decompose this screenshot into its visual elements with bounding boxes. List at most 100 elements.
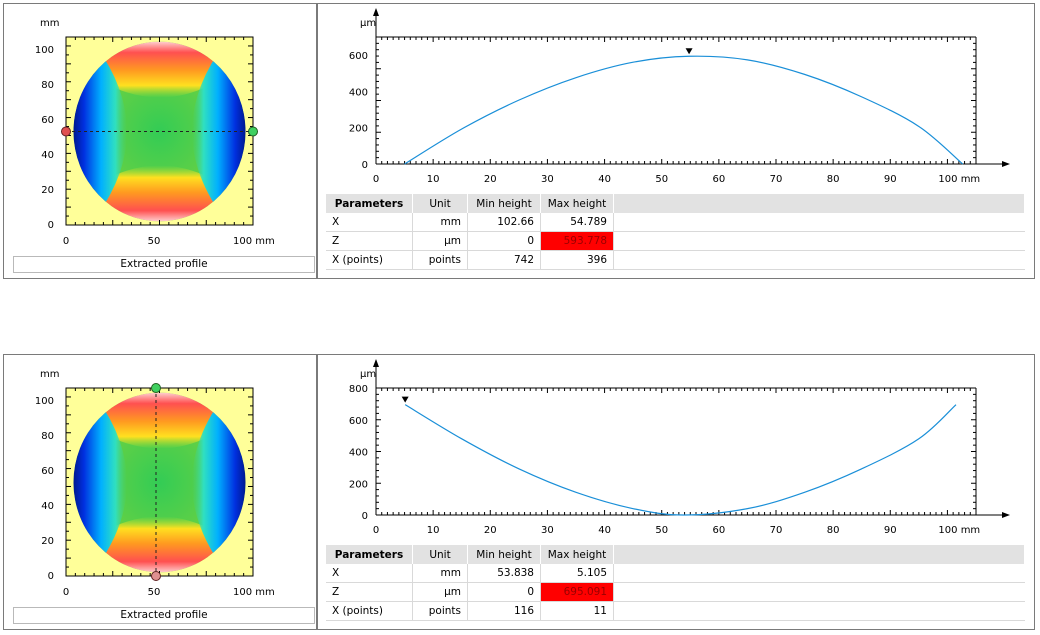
map-x-tick: 100 mm bbox=[233, 236, 275, 247]
param-max-highlight: 593.778 bbox=[540, 231, 614, 251]
param-max: 54.789 bbox=[540, 213, 614, 232]
cut-end-handle[interactable] bbox=[248, 126, 258, 137]
x-tick-label: 50 bbox=[655, 174, 668, 185]
y-axis-arrow-icon bbox=[373, 359, 379, 367]
map-y-tick: 60 bbox=[41, 115, 54, 126]
map-x-tick: 0 bbox=[63, 587, 69, 598]
y-tick-label: 800 bbox=[349, 384, 368, 395]
x-tick-label: 10 bbox=[427, 525, 440, 536]
parameters-table-2: Parameters Unit Min height Max height X … bbox=[326, 545, 1025, 621]
param-unit: µm bbox=[412, 231, 468, 251]
table-row[interactable]: Z µm 0 593.778 bbox=[326, 231, 1025, 251]
param-unit: mm bbox=[412, 213, 468, 232]
x-tick-label: 0 bbox=[373, 525, 379, 536]
x-axis-arrow-icon bbox=[1002, 161, 1010, 167]
x-tick-label: 80 bbox=[827, 174, 840, 185]
map-y-tick: 0 bbox=[48, 571, 54, 582]
param-max-highlight: 695.091 bbox=[540, 582, 614, 602]
col-unit: Unit bbox=[412, 545, 468, 564]
param-min: 0 bbox=[467, 231, 541, 251]
col-max-height: Max height bbox=[540, 194, 614, 213]
x-tick-label: 60 bbox=[712, 525, 725, 536]
profile-line bbox=[404, 404, 957, 516]
col-min-height: Min height bbox=[467, 194, 541, 213]
param-min: 0 bbox=[467, 582, 541, 602]
x-tick-label: 80 bbox=[827, 525, 840, 536]
map-x-tick: 50 bbox=[148, 587, 161, 598]
map-y-tick: 100 bbox=[35, 45, 54, 56]
chart-y-unit: µm bbox=[360, 18, 376, 29]
map-x-tick: 0 bbox=[63, 236, 69, 247]
x-tick-label: 30 bbox=[541, 525, 554, 536]
param-min: 116 bbox=[467, 601, 541, 621]
x-tick-label: 10 bbox=[427, 174, 440, 185]
x-tick-label: 90 bbox=[884, 525, 897, 536]
x-tick-label: 40 bbox=[598, 525, 611, 536]
y-tick-label: 200 bbox=[349, 124, 368, 135]
height-map-1[interactable]: mm 0 20 40 60 80 100 0 50 100 mm bbox=[4, 4, 316, 259]
table-row[interactable]: X mm 53.838 5.105 bbox=[326, 564, 1025, 583]
col-parameters: Parameters bbox=[326, 545, 413, 564]
col-empty bbox=[613, 194, 1025, 213]
table-row[interactable]: X (points) points 742 396 bbox=[326, 250, 1025, 270]
param-unit: points bbox=[412, 601, 468, 621]
param-name: X bbox=[326, 564, 413, 583]
map-y-tick: 40 bbox=[41, 501, 54, 512]
map-y-tick: 100 bbox=[35, 396, 54, 407]
parameters-table-1: Parameters Unit Min height Max height X … bbox=[326, 194, 1025, 270]
x-axis-arrow-icon bbox=[1002, 512, 1010, 518]
chart-y-unit: µm bbox=[360, 369, 376, 380]
x-tick-label: 90 bbox=[884, 174, 897, 185]
y-axis-arrow-icon bbox=[373, 8, 379, 16]
map-y-unit: mm bbox=[40, 369, 59, 380]
y-tick-label: 600 bbox=[349, 51, 368, 62]
map-x-tick: 100 mm bbox=[233, 587, 275, 598]
cut-end-handle[interactable] bbox=[151, 571, 161, 581]
col-parameters: Parameters bbox=[326, 194, 413, 213]
table-row[interactable]: X mm 102.66 54.789 bbox=[326, 213, 1025, 232]
profile-chart-1[interactable]: µm 0 10 20 30 40 50 60 70 80 90 100 mm 0 200 400 600 bbox=[318, 4, 1034, 194]
param-max: 5.105 bbox=[540, 564, 614, 583]
cut-start-handle[interactable] bbox=[61, 126, 71, 137]
param-min: 742 bbox=[467, 250, 541, 270]
y-tick-label: 400 bbox=[349, 87, 368, 98]
y-tick-label: 0 bbox=[362, 511, 368, 522]
x-tick-label: 20 bbox=[484, 525, 497, 536]
x-tick-label: 100 mm bbox=[938, 174, 980, 185]
x-tick-label: 70 bbox=[770, 525, 783, 536]
x-tick-label: 60 bbox=[712, 174, 725, 185]
map-y-tick: 20 bbox=[41, 185, 54, 196]
col-unit: Unit bbox=[412, 194, 468, 213]
cut-start-handle[interactable] bbox=[151, 383, 161, 393]
extracted-profile-caption: Extracted profile bbox=[13, 256, 315, 273]
map-y-tick: 80 bbox=[41, 80, 54, 91]
extracted-profile-caption: Extracted profile bbox=[13, 607, 315, 624]
param-name: Z bbox=[326, 582, 413, 602]
map-y-tick: 20 bbox=[41, 536, 54, 547]
map-y-tick: 60 bbox=[41, 466, 54, 477]
x-tick-label: 70 bbox=[770, 174, 783, 185]
param-unit: µm bbox=[412, 582, 468, 602]
profile-panel-2: µm 0 10 20 30 40 50 60 70 80 90 100 mm 0 200 400 600 80… bbox=[317, 354, 1035, 630]
y-tick-label: 200 bbox=[349, 479, 368, 490]
map-y-unit: mm bbox=[40, 18, 59, 29]
max-marker-icon bbox=[401, 396, 409, 403]
height-map-2[interactable]: mm 0 20 40 60 80 100 0 50 100 mm bbox=[4, 355, 316, 610]
table-header-row: Parameters Unit Min height Max height bbox=[326, 194, 1025, 213]
param-max: 11 bbox=[540, 601, 614, 621]
x-tick-label: 0 bbox=[373, 174, 379, 185]
map-x-tick: 50 bbox=[148, 236, 161, 247]
map-panel-1: mm 0 20 40 60 80 100 0 50 100 mm Extract… bbox=[3, 3, 317, 279]
table-row[interactable]: Z µm 0 695.091 bbox=[326, 582, 1025, 602]
table-row[interactable]: X (points) points 116 11 bbox=[326, 601, 1025, 621]
profile-chart-2[interactable]: µm 0 10 20 30 40 50 60 70 80 90 100 mm 0 200 400 600 80… bbox=[318, 355, 1034, 545]
col-empty bbox=[613, 545, 1025, 564]
param-name: X (points) bbox=[326, 250, 413, 270]
param-min: 102.66 bbox=[467, 213, 541, 232]
y-tick-label: 600 bbox=[349, 416, 368, 427]
param-min: 53.838 bbox=[467, 564, 541, 583]
param-name: X (points) bbox=[326, 601, 413, 621]
param-unit: mm bbox=[412, 564, 468, 583]
profile-panel-1: µm 0 10 20 30 40 50 60 70 80 90 100 mm 0 200 400 600 P… bbox=[317, 3, 1035, 279]
table-header-row: Parameters Unit Min height Max height bbox=[326, 545, 1025, 564]
